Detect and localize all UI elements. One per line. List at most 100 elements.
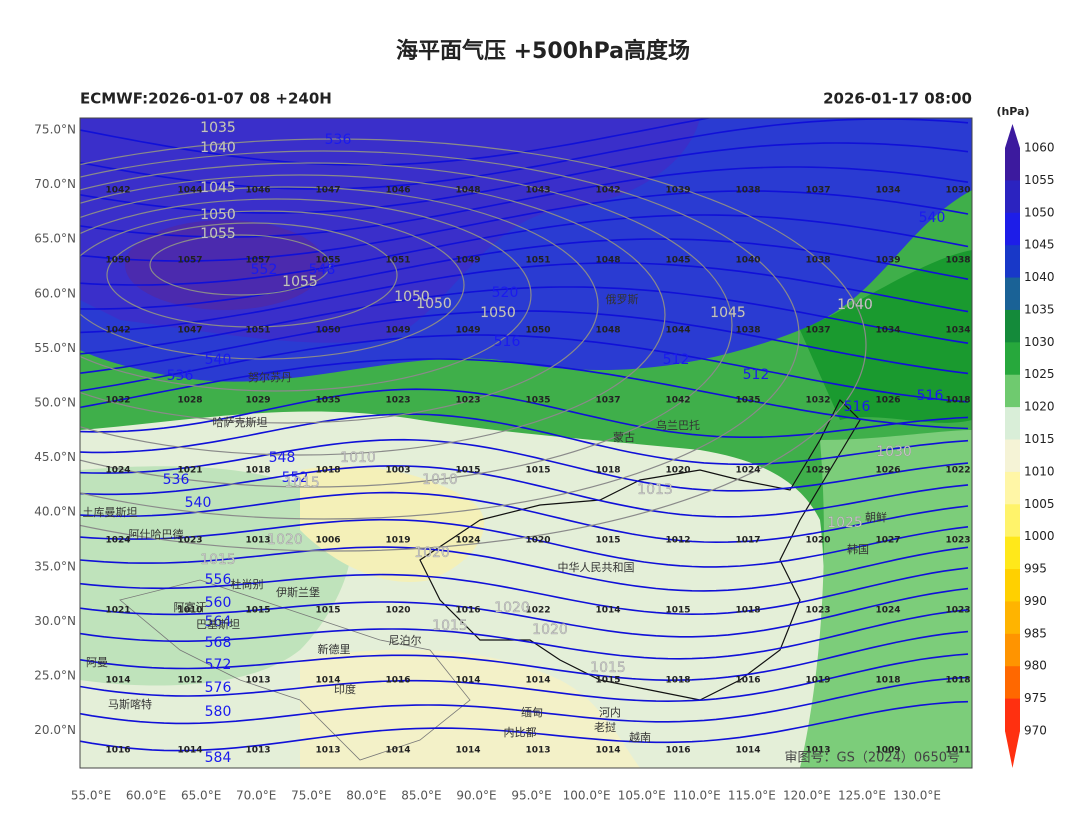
pressure-value: 1023	[805, 606, 830, 616]
pressure-value: 1006	[315, 536, 340, 546]
colorbar-label: 1060	[1024, 141, 1055, 155]
colorbar-label: 1045	[1024, 238, 1055, 252]
lon-label: 120.0°E	[783, 789, 831, 803]
colorbar-cap-bottom	[1005, 731, 1020, 768]
pressure-value: 1046	[385, 186, 410, 196]
field-west	[80, 466, 352, 686]
pressure-value: 1016	[105, 746, 130, 756]
lat-label: 65.0°N	[34, 232, 76, 246]
colorbar-segment	[1005, 698, 1020, 732]
colorbar-segment	[1005, 471, 1020, 505]
isobar-label: 1030	[876, 444, 912, 460]
pressure-value: 1018	[875, 676, 900, 686]
isobar-label: 1045	[200, 180, 236, 196]
pressure-value: 1023	[945, 606, 970, 616]
pressure-value: 1024	[455, 536, 480, 546]
pressure-value: 1026	[875, 396, 900, 406]
height-contour	[80, 465, 969, 518]
colorbar-label: 995	[1024, 562, 1047, 576]
lat-label: 45.0°N	[34, 450, 76, 464]
lon-label: 85.0°E	[401, 789, 441, 803]
pressure-value: 1050	[525, 326, 550, 336]
pressure-value: 1013	[525, 746, 550, 756]
pressure-value: 1014	[595, 746, 620, 756]
colorbar-segment	[1005, 569, 1020, 602]
lat-label: 40.0°N	[34, 505, 76, 519]
isobar-label: 1010	[340, 450, 376, 466]
pressure-value: 1050	[315, 326, 340, 336]
colorbar: 1060 1055 1050 1045 1040 1035 1030 1025 1020 1015…	[1005, 124, 1055, 768]
pressure-value: 1046	[245, 186, 270, 196]
border-south-asia	[119, 579, 471, 761]
pressure-value: 1009	[875, 746, 900, 756]
isobar	[80, 162, 733, 488]
pressure-value: 1049	[385, 326, 410, 336]
place-name: 尼泊尔	[389, 634, 422, 647]
height-label: 516	[917, 388, 944, 404]
pressure-value: 1051	[525, 256, 550, 266]
isobar-label: 1050	[200, 207, 236, 223]
pressure-value: 1016	[385, 676, 410, 686]
height-contour	[80, 567, 969, 616]
lat-label: 55.0°N	[34, 341, 76, 355]
isobar-label: 1050	[480, 305, 516, 321]
place-name: 阿什哈巴德	[129, 527, 184, 541]
height-contour	[80, 587, 969, 638]
height-label: 552	[282, 470, 309, 486]
field-mid	[800, 250, 972, 423]
lon-label: 70.0°E	[236, 789, 276, 803]
colorbar-label: 1040	[1024, 270, 1055, 284]
height-label: 560	[205, 595, 232, 611]
isobar-label: 1050	[394, 289, 430, 305]
pressure-value: 1018	[735, 606, 760, 616]
pressure-value: 1014	[595, 606, 620, 616]
pressure-value: 1032	[105, 396, 130, 406]
lon-label: 125.0°E	[838, 789, 886, 803]
height-contour	[80, 388, 969, 438]
isobar	[80, 186, 599, 424]
pressure-value: 1015	[315, 606, 340, 616]
isobar	[80, 150, 800, 520]
approval-number: 审图号：GS（2024）0650号	[785, 751, 961, 766]
lon-label: 90.0°E	[456, 789, 496, 803]
isobar-label: 1050	[416, 296, 452, 312]
border-china	[419, 398, 861, 701]
pressure-value: 1024	[875, 606, 900, 616]
colorbar-label: 1055	[1024, 173, 1055, 187]
place-name: 土库曼斯坦	[83, 505, 138, 519]
pressure-value: 1015	[595, 536, 620, 546]
pressure-value: 1019	[385, 536, 410, 546]
place-name: 内比都	[504, 725, 537, 739]
place-name: 越南	[629, 730, 651, 744]
colorbar-segment	[1005, 148, 1020, 181]
pressure-value: 1045	[665, 256, 690, 266]
place-name: 朝鲜	[865, 510, 887, 524]
pressure-value: 1029	[245, 396, 270, 406]
pressure-value: 1057	[245, 256, 270, 266]
height-label: 540	[205, 352, 232, 368]
height-label: 516	[494, 334, 521, 350]
lat-label: 70.0°N	[34, 177, 76, 191]
lat-label: 75.0°N	[34, 123, 76, 137]
height-contour	[80, 653, 969, 703]
height-label: 564	[205, 614, 232, 630]
place-name: 中华人民共和国	[558, 560, 635, 574]
pressure-value: 1015	[665, 606, 690, 616]
pressure-value: 1048	[595, 256, 620, 266]
colorbar-label: 1010	[1024, 464, 1055, 478]
isobar-label: 1010	[422, 472, 458, 488]
pressure-value: 1013	[245, 676, 270, 686]
height-contour	[80, 334, 969, 403]
isobar-label: 1015	[284, 475, 320, 491]
pressure-value: 1039	[665, 186, 690, 196]
pressure-value: 1016	[455, 606, 480, 616]
pressure-value: 1011	[945, 746, 970, 756]
colorbar-label: 1020	[1024, 400, 1055, 414]
pressure-value: 1014	[177, 746, 202, 756]
isobar-label: 1020	[532, 622, 568, 638]
pressure-value: 1042	[595, 186, 620, 196]
colorbar-segment	[1005, 439, 1020, 473]
pressure-value: 1012	[665, 536, 690, 546]
pressure-value: 1026	[875, 466, 900, 476]
pressure-value: 1014	[105, 676, 130, 686]
